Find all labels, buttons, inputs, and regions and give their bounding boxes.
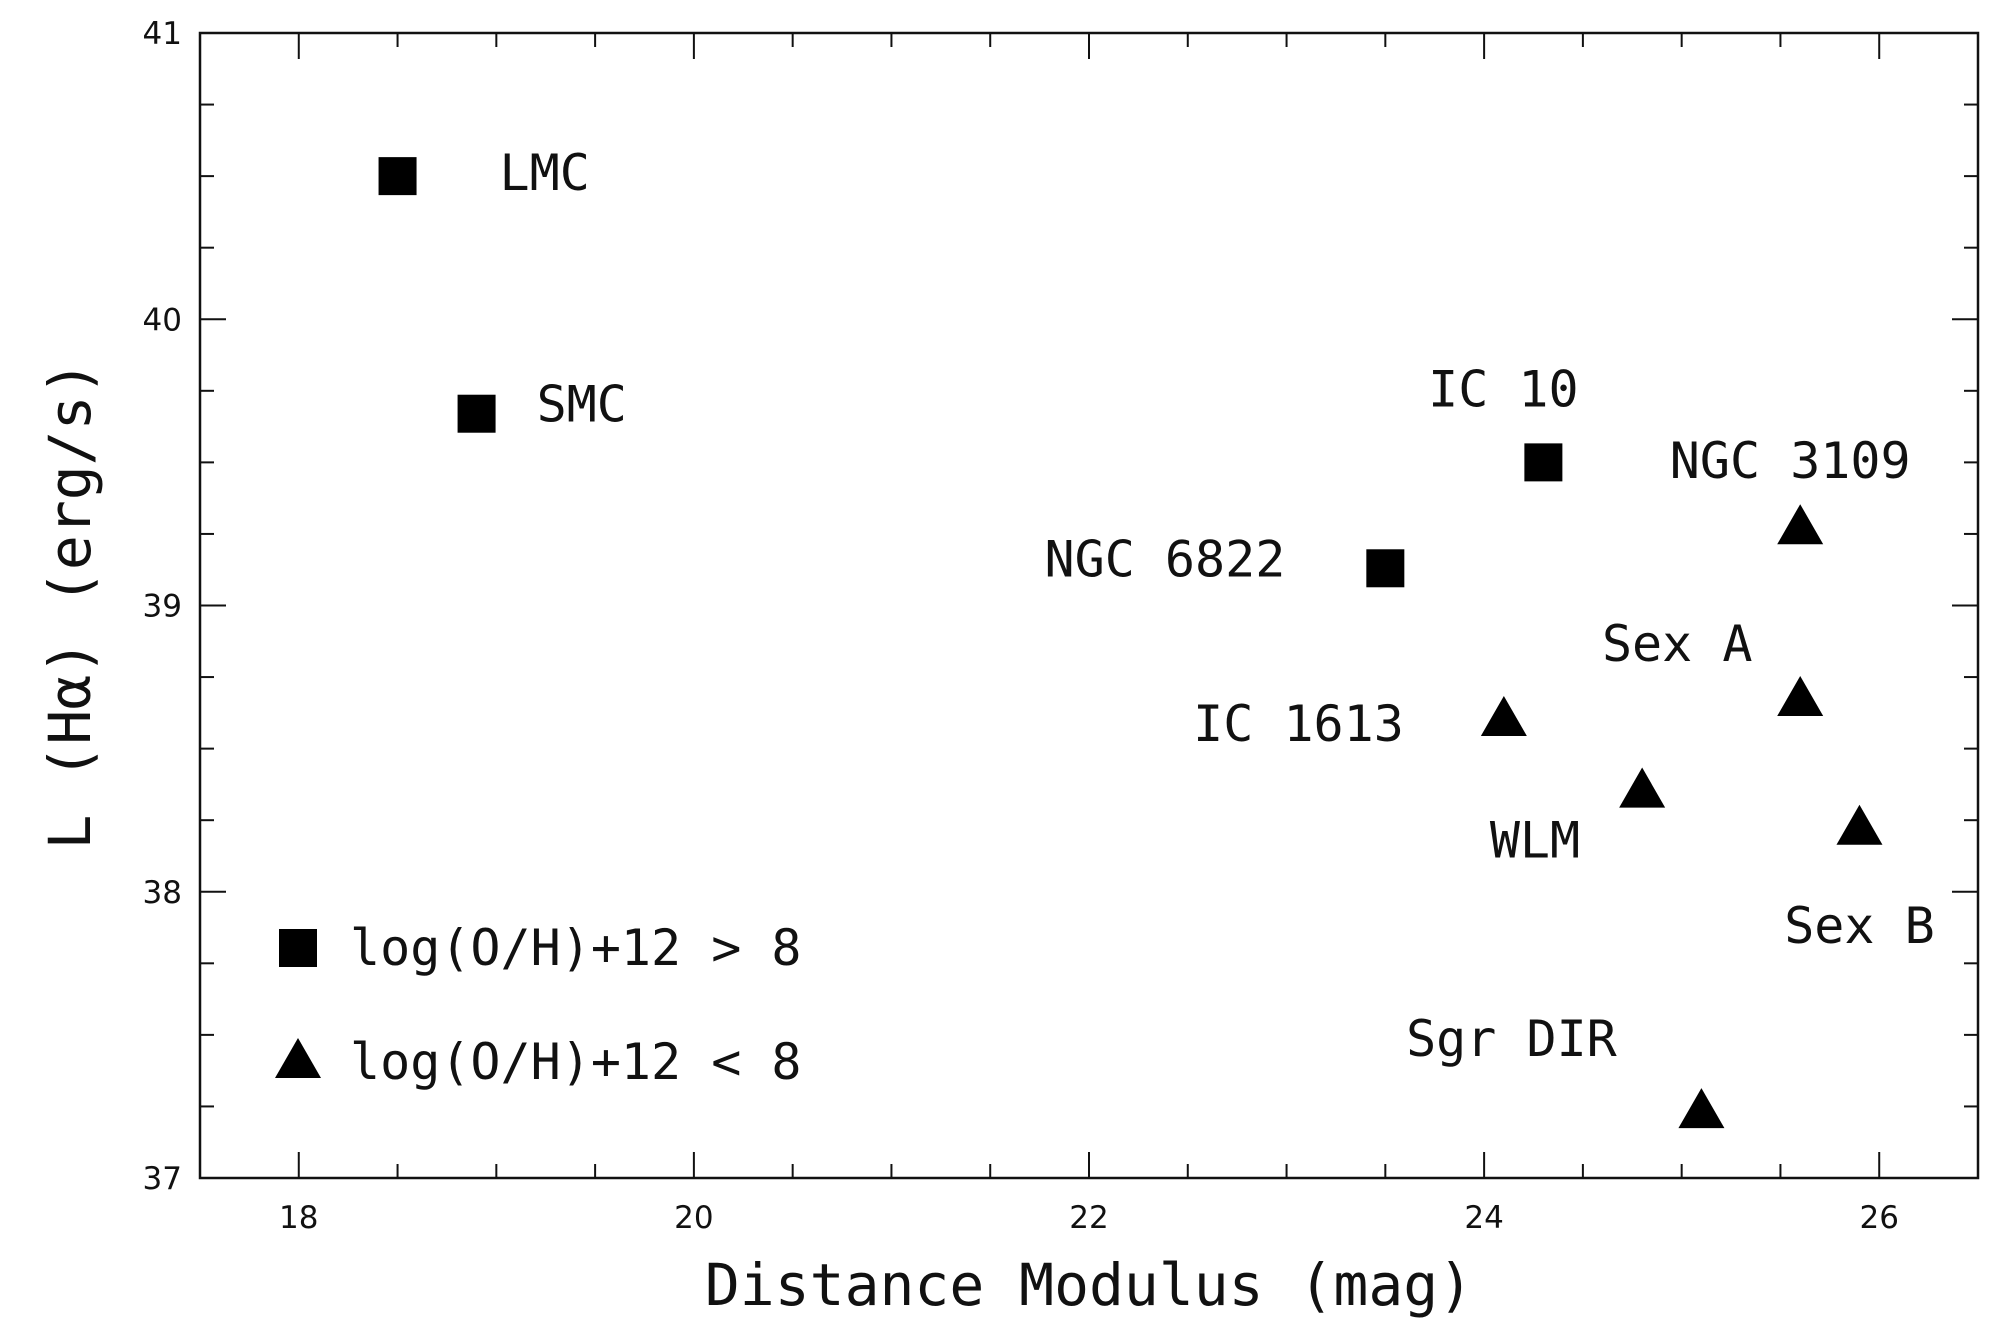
x-tick-label: 20 — [674, 1200, 713, 1236]
point-labels: LMC SMC IC 10 NGC 6822 NGC 3109 Sex A IC 1613 W… — [500, 144, 1935, 1068]
y-tick-label: 37 — [143, 1161, 182, 1197]
triangle-marker — [1480, 695, 1527, 737]
point-label: Sgr DIR — [1406, 1010, 1618, 1068]
y-axis-title: L (Hα) (erg/s) — [36, 361, 104, 850]
data-points — [378, 157, 1883, 1129]
legend-label: log(O/H)+12 > 8 — [350, 919, 802, 977]
point-label: Sex A — [1602, 615, 1753, 673]
triangle-marker — [1619, 767, 1666, 808]
y-tick-label: 41 — [143, 16, 182, 52]
point-label: SMC — [537, 376, 627, 434]
plot-frame — [198, 31, 1980, 1180]
square-marker — [457, 394, 496, 433]
point-label: WLM — [1490, 812, 1580, 870]
triangle-marker — [1777, 675, 1824, 716]
legend-square-marker — [279, 929, 317, 967]
y-tick-label: 39 — [143, 589, 182, 625]
x-tick-label: 24 — [1464, 1200, 1503, 1236]
square-marker — [378, 157, 417, 196]
legend: log(O/H)+12 > 8 log(O/H)+12 < 8 — [275, 919, 802, 1091]
point-label: NGC 6822 — [1045, 530, 1286, 588]
triangle-marker — [1777, 504, 1824, 545]
x-axis-title: Distance Modulus (mag) — [705, 1251, 1473, 1319]
point-label: LMC — [500, 144, 590, 202]
y-tick-label: 40 — [143, 302, 182, 338]
y-tick-label: 38 — [143, 875, 182, 911]
point-label: IC 10 — [1428, 360, 1579, 418]
triangle-marker — [1836, 804, 1883, 845]
square-marker — [1524, 443, 1563, 482]
point-label: IC 1613 — [1193, 695, 1404, 753]
point-label: Sex B — [1784, 897, 1935, 955]
x-tick-label: 22 — [1069, 1200, 1108, 1236]
x-tick-label: 18 — [279, 1200, 318, 1236]
triangle-marker — [1678, 1088, 1725, 1129]
x-tick-label: 26 — [1859, 1200, 1898, 1236]
tick-labels: 18 20 22 24 26 37 38 39 40 41 — [143, 16, 1899, 1236]
axis-ticks — [199, 32, 1979, 1179]
point-label: NGC 3109 — [1670, 432, 1911, 490]
square-marker — [1366, 549, 1405, 588]
legend-triangle-marker — [275, 1037, 321, 1079]
legend-label: log(O/H)+12 < 8 — [350, 1033, 802, 1091]
